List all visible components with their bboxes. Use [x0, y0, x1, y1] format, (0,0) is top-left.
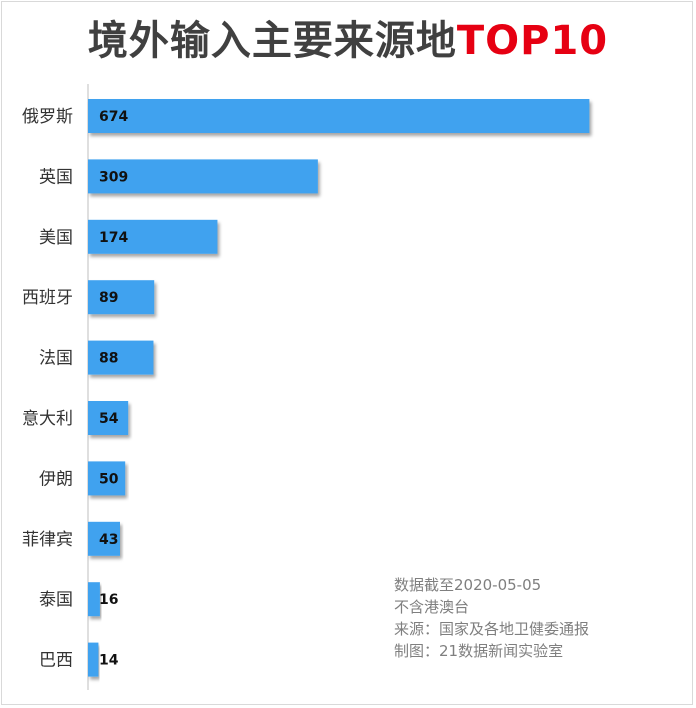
- category-label-6: 伊朗: [39, 469, 73, 489]
- note-source: 来源：国家及各地卫健委通报: [394, 620, 590, 638]
- note-scope: 不含港澳台: [394, 598, 470, 616]
- category-label-9: 巴西: [39, 651, 73, 671]
- bar-9: [88, 642, 99, 677]
- category-label-3: 西班牙: [22, 288, 73, 308]
- bar-7: [88, 521, 120, 556]
- category-label-7: 菲律宾: [22, 530, 73, 550]
- note-credit: 制图：21数据新闻实验室: [394, 642, 564, 660]
- chart-title-highlight: TOP10: [456, 18, 609, 64]
- value-label-2: 174: [99, 230, 128, 246]
- value-label-5: 54: [99, 411, 119, 427]
- bar-2: [88, 219, 218, 254]
- value-label-8: 16: [99, 592, 118, 608]
- chart-title-main: 境外输入主要来源地: [87, 18, 457, 64]
- value-label-4: 88: [99, 351, 118, 367]
- value-label-9: 14: [99, 653, 119, 669]
- category-label-4: 法国: [39, 349, 73, 369]
- chart-title: 境外输入主要来源地TOP10: [0, 8, 696, 66]
- category-label-5: 意大利: [22, 409, 73, 429]
- bar-5: [88, 401, 129, 435]
- category-label-0: 俄罗斯: [22, 107, 73, 127]
- category-label-8: 泰国: [39, 590, 73, 610]
- bars-group: 俄罗斯 674 英国 309 美国 174 西班牙 89 法国 88 意大利 54 伊朗 50 菲律宾 43 泰…: [22, 99, 590, 677]
- value-label-6: 50: [99, 471, 119, 487]
- value-label-3: 89: [99, 290, 118, 306]
- value-label-0: 674: [99, 109, 128, 125]
- value-label-7: 43: [99, 532, 118, 548]
- category-label-2: 美国: [39, 228, 73, 248]
- bar-8: [88, 582, 100, 617]
- bar-1: [88, 159, 318, 194]
- bar-6: [88, 461, 126, 496]
- note-date: 数据截至2020-05-05: [394, 576, 542, 594]
- bar-4: [88, 340, 154, 375]
- bar-3: [88, 280, 155, 315]
- category-label-1: 英国: [39, 167, 73, 187]
- notes-block: 数据截至2020-05-05 不含港澳台 来源：国家及各地卫健委通报 制图：21…: [394, 574, 589, 662]
- bar-0: [88, 99, 590, 133]
- value-label-1: 309: [99, 169, 128, 185]
